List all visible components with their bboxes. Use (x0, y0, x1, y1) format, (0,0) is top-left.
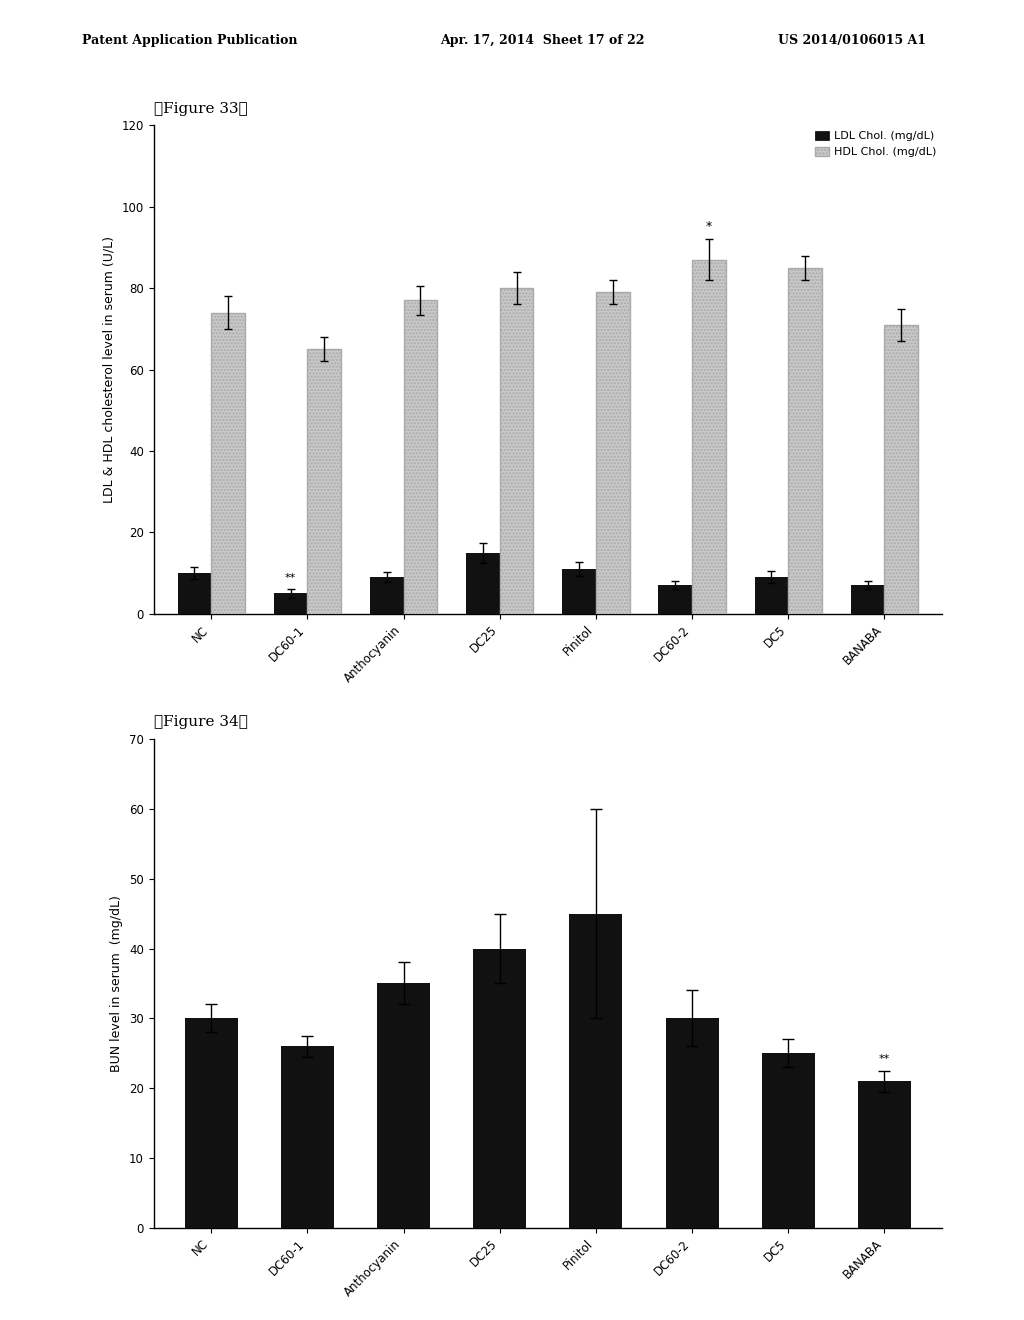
Legend: LDL Chol. (mg/dL), HDL Chol. (mg/dL): LDL Chol. (mg/dL), HDL Chol. (mg/dL) (815, 131, 937, 157)
Y-axis label: LDL & HDL cholesterol level in serum (U/L): LDL & HDL cholesterol level in serum (U/… (103, 236, 116, 503)
Bar (569, 913, 623, 1228)
Text: Patent Application Publication: Patent Application Publication (82, 34, 297, 48)
Bar (273, 594, 307, 614)
Bar (177, 573, 211, 614)
Bar (377, 983, 430, 1228)
Y-axis label: BUN level in serum  (mg/dL): BUN level in serum (mg/dL) (111, 895, 124, 1072)
Bar (473, 949, 526, 1228)
Bar (658, 585, 692, 614)
Bar (666, 1018, 719, 1228)
Bar (788, 268, 822, 614)
Bar (185, 1018, 238, 1228)
Bar (370, 577, 403, 614)
Text: Apr. 17, 2014  Sheet 17 of 22: Apr. 17, 2014 Sheet 17 of 22 (440, 34, 645, 48)
Text: 【Figure 34】: 【Figure 34】 (154, 714, 248, 729)
Text: *: * (706, 220, 712, 234)
Bar (858, 1081, 910, 1228)
Text: **: ** (879, 1053, 890, 1064)
Bar (755, 577, 788, 614)
Bar (466, 553, 500, 614)
Text: 【Figure 33】: 【Figure 33】 (154, 102, 248, 116)
Bar (281, 1047, 334, 1228)
Bar (851, 585, 885, 614)
Text: **: ** (285, 573, 296, 583)
Bar (885, 325, 919, 614)
Text: US 2014/0106015 A1: US 2014/0106015 A1 (778, 34, 927, 48)
Bar (596, 292, 630, 614)
Bar (500, 288, 534, 614)
Bar (403, 301, 437, 614)
Bar (762, 1053, 815, 1228)
Bar (211, 313, 245, 614)
Bar (692, 260, 726, 614)
Bar (562, 569, 596, 614)
Bar (307, 350, 341, 614)
